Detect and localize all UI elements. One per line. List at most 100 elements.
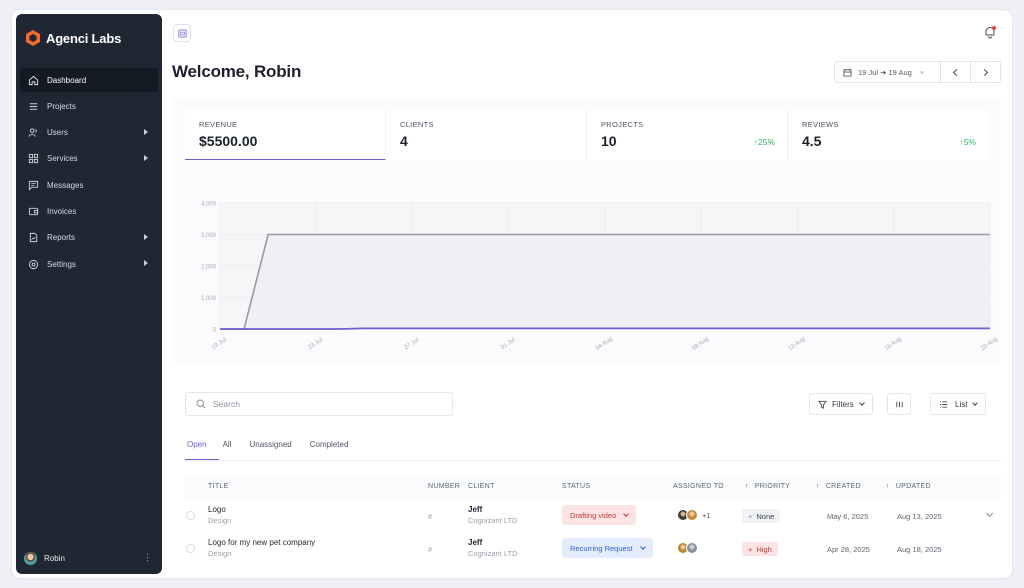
brand-name: Agenci Labs (46, 30, 122, 46)
y-tick-label: 4,000 (201, 202, 217, 208)
series-area (220, 234, 990, 329)
filter-tabs: Open All Unassigned Completed (185, 438, 362, 460)
column-status[interactable]: STATUS (562, 483, 591, 490)
notification-bell-icon[interactable] (983, 25, 997, 39)
sidebar-item-dashboard[interactable]: Dashboard (20, 68, 158, 92)
status-dropdown[interactable]: Recurring Request (562, 538, 653, 558)
search-icon (196, 399, 206, 409)
chevron-down-icon (639, 543, 646, 550)
stat-change: ↑5% (959, 137, 976, 147)
row-category: Design (208, 549, 232, 558)
stat-label: CLIENTS (400, 120, 434, 129)
sidebar-user[interactable]: Robin ⋮ (24, 550, 154, 566)
brand[interactable]: Agenci Labs (26, 30, 121, 46)
sidebar-item-settings[interactable]: Settings (20, 252, 158, 276)
column-updated[interactable]: ↑ UPDATED (886, 483, 931, 490)
sidebar-item-services[interactable]: Services (20, 147, 158, 171)
y-tick-label: 0 (213, 328, 217, 334)
table-row[interactable]: Logo for my new pet company Design # Jef… (185, 533, 1001, 565)
next-period-button[interactable] (970, 61, 1001, 83)
sidebar-item-messages[interactable]: Messages (20, 173, 158, 197)
sidebar-item-label: Invoices (47, 206, 77, 216)
row-title: Logo (208, 505, 226, 514)
stat-label: PROJECTS (601, 120, 644, 129)
divider (185, 460, 1001, 461)
assignees[interactable] (677, 542, 698, 554)
status-dropdown[interactable]: Drafting video (562, 505, 637, 525)
plus-icon: + (748, 544, 753, 554)
filters-button[interactable]: Filters (809, 393, 873, 415)
stat-clients[interactable]: CLIENTS 4 (386, 110, 587, 160)
column-client[interactable]: CLIENT (468, 483, 495, 490)
sidebar-toggle-button[interactable] (173, 24, 191, 42)
sidebar-item-label: Settings (47, 259, 76, 269)
sidebar-item-projects[interactable]: Projects (20, 94, 158, 118)
priority-badge[interactable]: + None (742, 509, 781, 523)
column-created[interactable]: ↑ CREATED (816, 483, 861, 490)
tab-completed[interactable]: Completed (309, 440, 349, 449)
search-input[interactable] (185, 392, 453, 416)
row-number: # (428, 545, 433, 554)
caret-right-icon (144, 233, 148, 240)
tab-open[interactable]: Open (185, 438, 219, 460)
filter-icon (818, 400, 827, 409)
stats-row: REVENUE $5500.00 CLIENTS 4 PROJECTS 10 ↑… (185, 110, 988, 160)
column-title[interactable]: TITLE (208, 483, 229, 490)
y-tick-label: 3,000 (201, 233, 217, 239)
revenue-chart: 4,000 3,000 2,000 1,000 0 19 Jul 23 Jul 27 Jul 3… (201, 202, 999, 352)
column-label: UPDATED (895, 483, 931, 490)
tab-unassigned[interactable]: Unassigned (249, 440, 292, 449)
row-checkbox[interactable] (186, 511, 195, 520)
y-tick-label: 2,000 (201, 265, 217, 271)
list-icon (939, 400, 948, 408)
chevron-down-icon[interactable] (985, 509, 994, 518)
sort-arrow-icon: ↑ (816, 483, 820, 490)
sidebar-item-users[interactable]: Users (20, 121, 158, 145)
wallet-icon (27, 205, 39, 217)
sidebar-item-invoices[interactable]: Invoices (20, 199, 158, 223)
stat-value: $5500.00 (199, 133, 258, 149)
stat-reviews[interactable]: REVIEWS 4.5 ↑5% (788, 110, 988, 160)
row-updated: Aug 18, 2025 (897, 545, 942, 554)
sidebar-item-reports[interactable]: Reports (20, 226, 158, 250)
date-range-picker[interactable]: 19 Jul ➔ 19 Aug × (834, 61, 941, 83)
tab-all[interactable]: All (222, 440, 232, 449)
x-tick-label: 04 Aug (595, 336, 614, 352)
stat-projects[interactable]: PROJECTS 10 ↑25% (587, 110, 788, 160)
column-priority[interactable]: ↑ PRIORITY (745, 483, 790, 490)
previous-period-button[interactable] (940, 61, 971, 83)
view-mode-label: List (955, 399, 968, 409)
table-row[interactable]: Logo Design # Jeff Cognizant LTD Draftin… (185, 500, 1001, 532)
table-header: TITLE NUMBER CLIENT STATUS ASSIGNED TO ↑… (185, 476, 1001, 498)
column-assigned[interactable]: ASSIGNED TO (673, 483, 724, 490)
column-number[interactable]: NUMBER (428, 483, 461, 490)
stat-change-value: 25% (757, 137, 775, 147)
sidebar: Agenci Labs Dashboard Projects Users (16, 14, 162, 574)
priority-badge[interactable]: + High (742, 542, 778, 556)
stat-change: ↑25% (754, 137, 775, 147)
date-range-text: 19 Jul ➔ 19 Aug (858, 67, 912, 77)
caret-right-icon (144, 154, 148, 161)
more-vertical-icon[interactable]: ⋮ (143, 552, 152, 562)
columns-button[interactable] (887, 393, 911, 415)
status-label: Drafting video (570, 510, 617, 520)
x-tick-label: 23 Jul (307, 337, 324, 351)
row-updated: Aug 13, 2025 (897, 512, 942, 521)
row-number: # (428, 512, 433, 521)
assignees[interactable]: +1 (677, 509, 711, 521)
sidebar-item-label: Users (47, 128, 68, 138)
sort-arrow-icon: ↑ (886, 483, 890, 490)
clear-date-button[interactable]: × (919, 67, 925, 77)
search-field[interactable] (213, 399, 433, 409)
row-client: Jeff (468, 538, 483, 547)
stat-revenue[interactable]: REVENUE $5500.00 (185, 110, 386, 160)
sidebar-item-label: Projects (47, 101, 76, 111)
row-checkbox[interactable] (186, 544, 195, 553)
stat-change-value: 5% (963, 137, 976, 147)
stat-value: 4.5 (802, 133, 822, 149)
row-created: May 6, 2025 (827, 512, 869, 521)
priority-label: High (756, 544, 772, 554)
column-label: PRIORITY (754, 483, 791, 490)
view-mode-button[interactable]: List (930, 393, 987, 415)
arrow-up-icon: ↑ (959, 137, 964, 147)
